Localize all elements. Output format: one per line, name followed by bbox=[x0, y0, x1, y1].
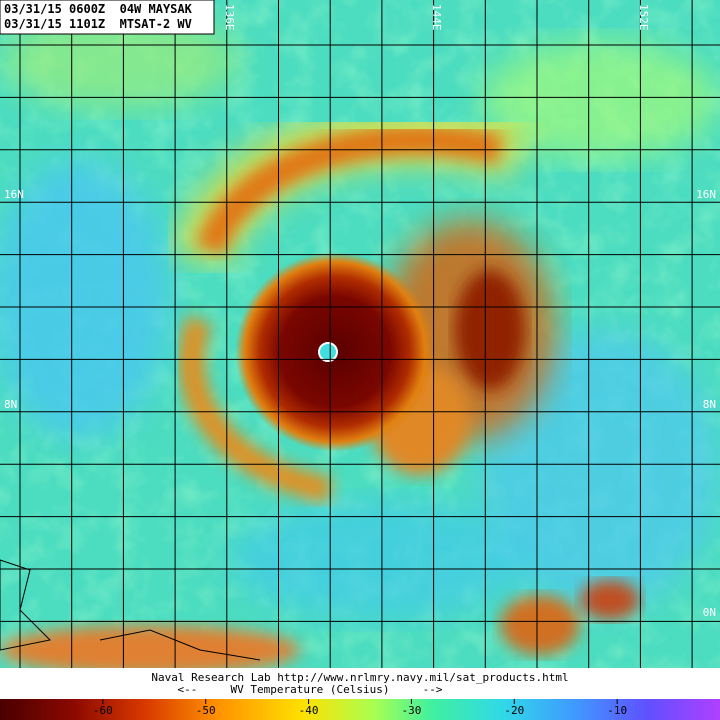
colorbar-tick-label: -40 bbox=[299, 704, 319, 717]
colorbar-tick-label: -50 bbox=[196, 704, 216, 717]
lat-lon-grid bbox=[0, 0, 720, 668]
header-line: 03/31/15 1101Z MTSAT-2 WV bbox=[4, 17, 192, 31]
colorbar-tick-label: -60 bbox=[93, 704, 113, 717]
colorbar-ticks: -60 -50 -40 -30 -20 -10 bbox=[93, 699, 627, 717]
latitude-label: 16N bbox=[4, 188, 24, 201]
latitude-label: 8N bbox=[703, 398, 716, 411]
longitude-label: 144E bbox=[430, 4, 443, 31]
header-line: 03/31/15 0600Z 04W MAYSAK bbox=[4, 2, 193, 16]
footer-bg bbox=[0, 668, 720, 698]
satellite-image bbox=[0, 0, 720, 675]
longitude-label: 152E bbox=[637, 4, 650, 31]
footer-credit: Naval Research Lab http://www.nrlmry.nav… bbox=[151, 671, 568, 684]
colorbar bbox=[0, 699, 720, 720]
colorbar-tick-label: -20 bbox=[504, 704, 524, 717]
legend-caption: <-- WV Temperature (Celsius) --> bbox=[178, 683, 443, 696]
latitude-label: 8N bbox=[4, 398, 17, 411]
latitude-label: 16N bbox=[696, 188, 716, 201]
colorbar-tick-label: -30 bbox=[401, 704, 421, 717]
header-box bbox=[0, 0, 215, 35]
latitude-label: 0N bbox=[703, 606, 716, 619]
colorbar-tick-label: -10 bbox=[607, 704, 627, 717]
longitude-label: 136E bbox=[223, 4, 236, 31]
